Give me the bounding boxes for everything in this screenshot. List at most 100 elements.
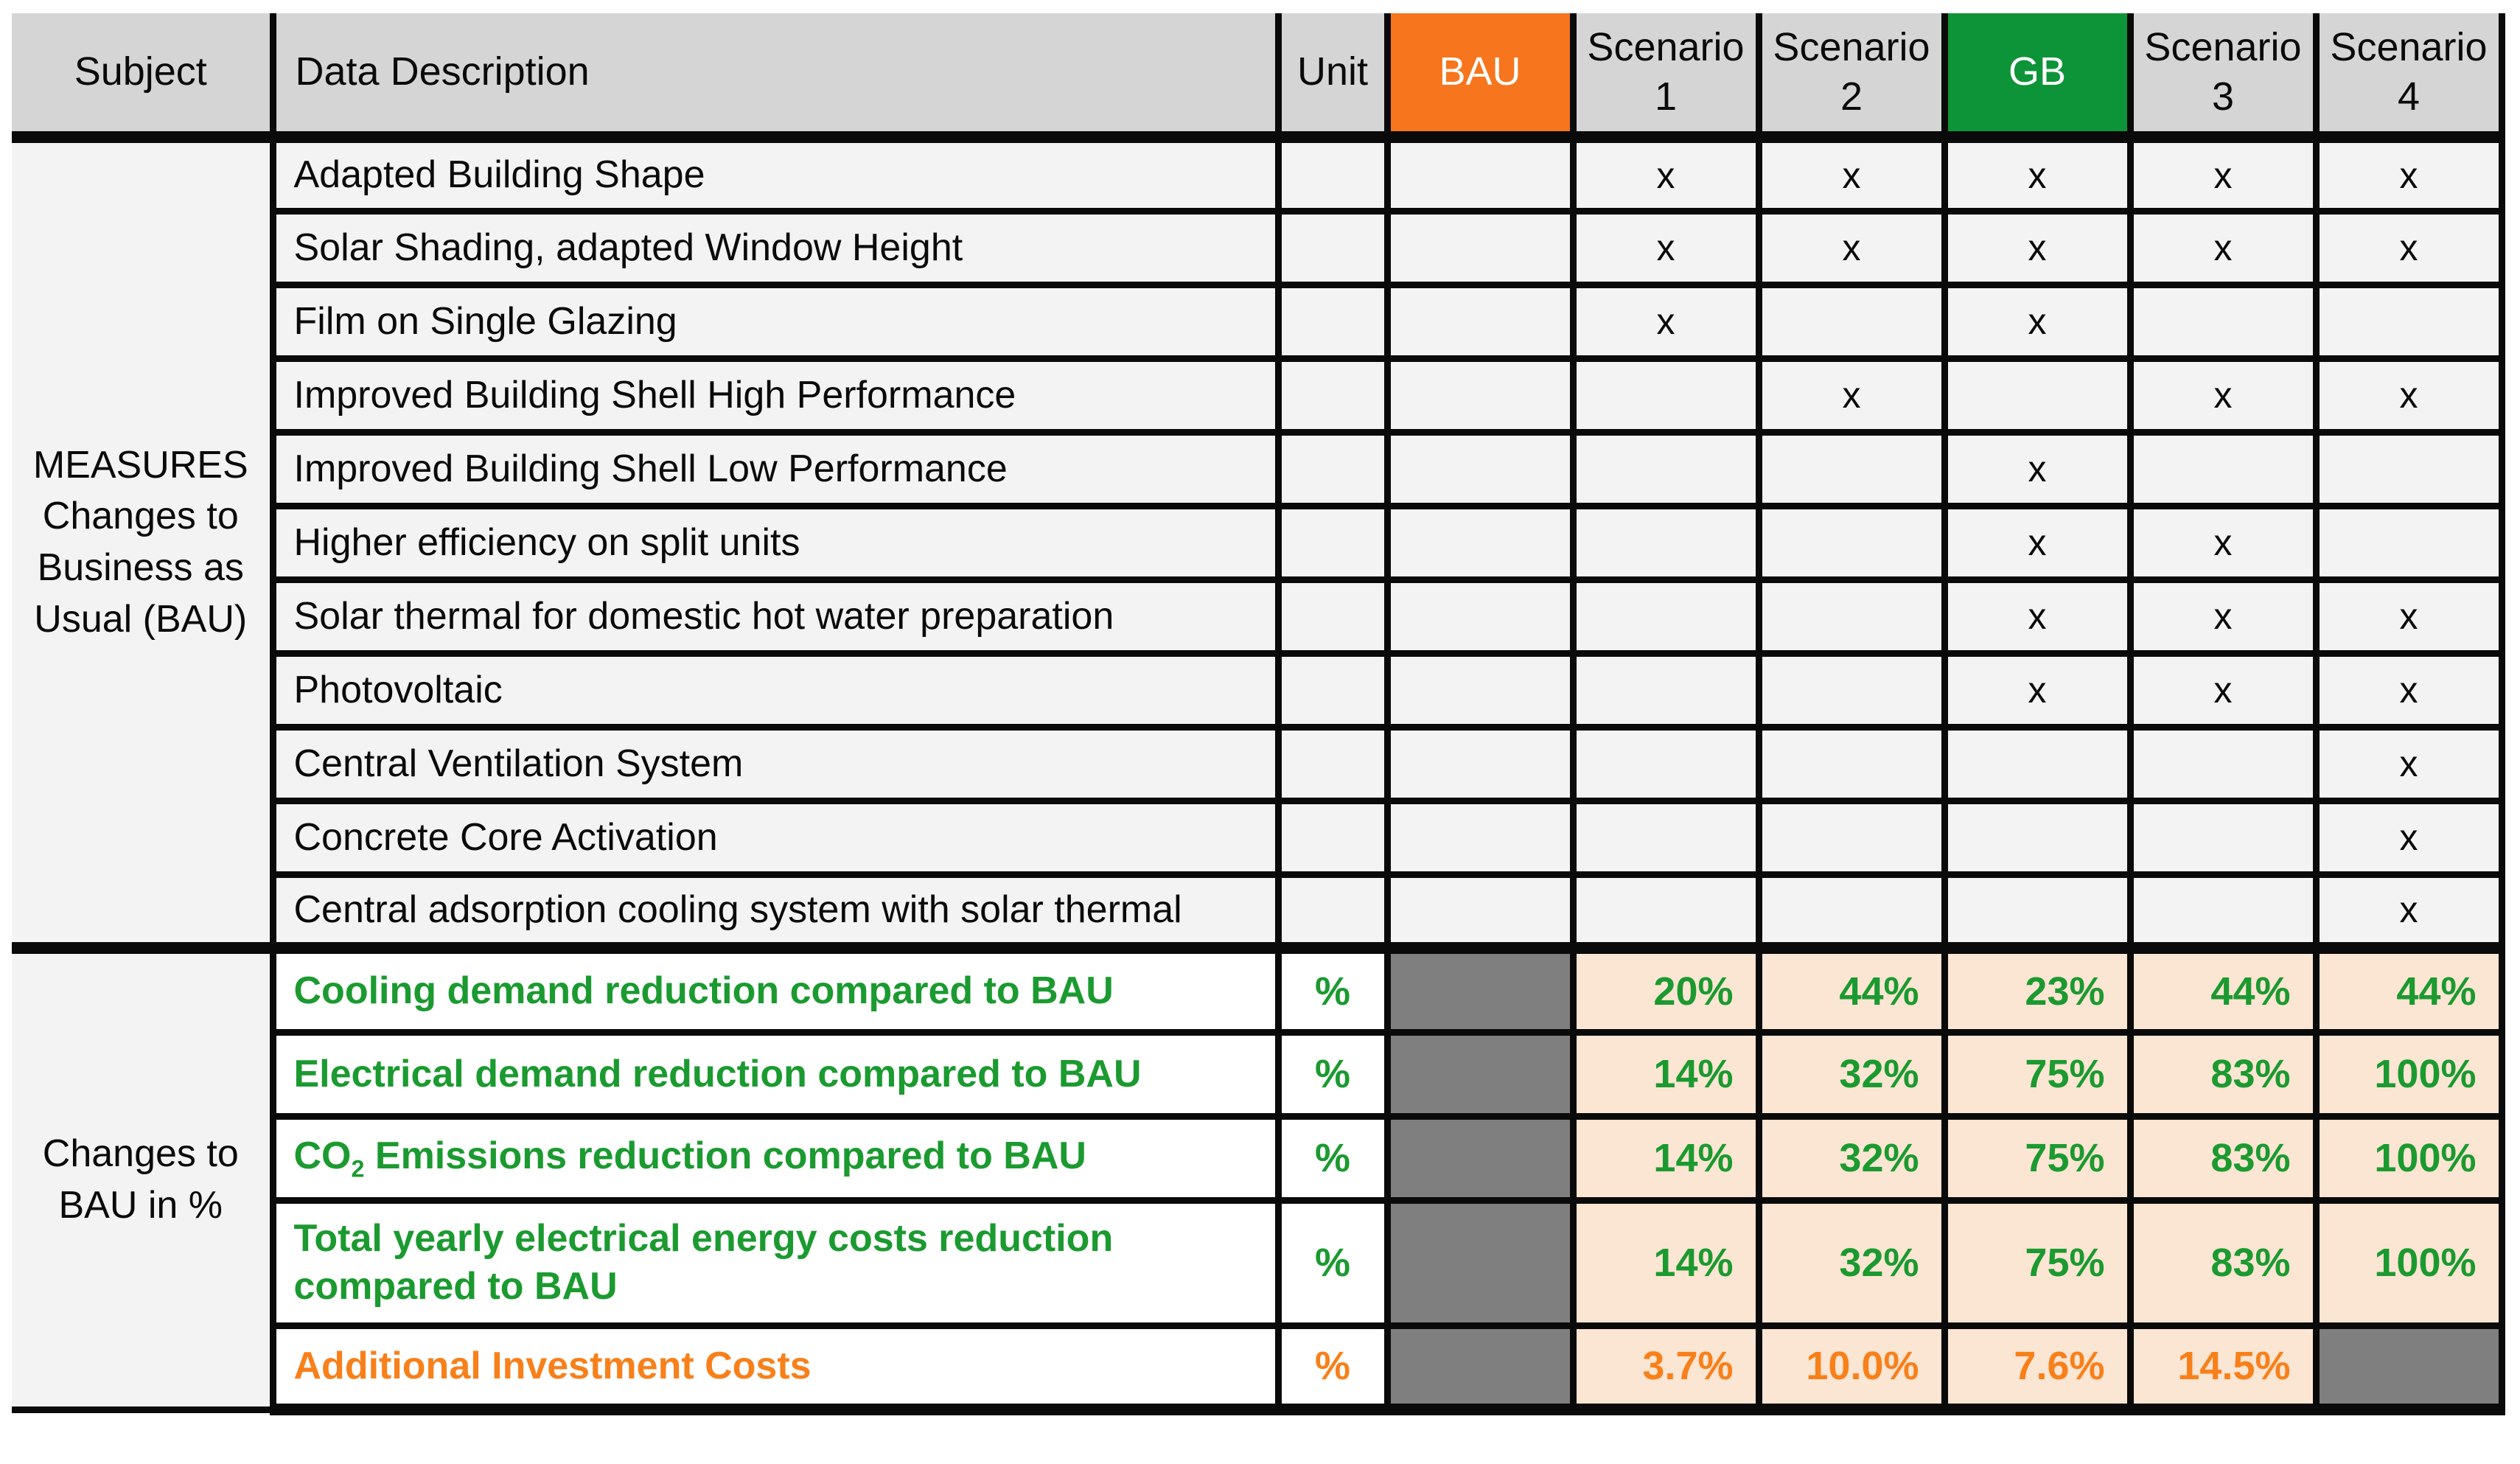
measure-row: Solar thermal for domestic hot water pre…: [12, 576, 2505, 657]
changes-row: Additional Investment Costs % 3.7% 10.0%…: [12, 1322, 2505, 1415]
mark-cell-scenario-4: [2312, 428, 2505, 509]
value-cell-scenario-3: 83%: [2126, 1028, 2320, 1120]
subject-line: BAU in %: [58, 1183, 223, 1227]
mark-cell-scenario-2: [1755, 797, 1948, 878]
header-cell-scenario-3: Scenario 3: [2126, 13, 2320, 143]
measure-row: Higher efficiency on split units x x: [12, 502, 2505, 583]
mark-cell-scenario-1: x: [1569, 133, 1762, 215]
blocked-bau-cell: [1383, 1112, 1577, 1204]
value-cell-scenario-4: 44%: [2312, 942, 2505, 1036]
measure-description: Higher efficiency on split units: [269, 502, 1282, 583]
value-cell-gb: 7.6%: [1941, 1322, 2134, 1415]
mark-cell-scenario-4: x: [2312, 207, 2505, 288]
subject-line: Changes to: [42, 1132, 239, 1176]
value-cell-gb: 75%: [1941, 1196, 2134, 1329]
mark-cell-bau: [1383, 797, 1577, 878]
measure-row: Improved Building Shell High Performance…: [12, 355, 2505, 436]
mark-cell-gb: [1941, 797, 2134, 878]
mark-cell-scenario-2: [1755, 649, 1948, 731]
co2-rest: Emissions reduction compared to BAU: [364, 1134, 1086, 1178]
changes-row: Changes to BAU in % Cooling demand reduc…: [12, 942, 2505, 1413]
mark-cell-scenario-1: [1569, 355, 1762, 436]
mark-cell-scenario-4: x: [2312, 797, 2505, 878]
changes-row: Total yearly electrical energy costs red…: [12, 1196, 2505, 1329]
mark-cell-gb: x: [1941, 207, 2134, 288]
measure-row: MEASURES Changes to Business as Usual (B…: [12, 133, 2505, 952]
measure-description: Improved Building Shell Low Performance: [269, 428, 1282, 509]
mark-cell-gb: x: [1941, 281, 2134, 362]
mark-cell-scenario-2: [1755, 502, 1948, 583]
changes-subject-cell: Changes to BAU in %: [12, 942, 276, 1413]
measure-unit-cell: [1274, 133, 1391, 215]
header-cell-scenario-2: Scenario 2: [1755, 13, 1948, 143]
changes-description: Electrical demand reduction compared to …: [269, 1028, 1282, 1120]
mark-cell-scenario-4: x: [2312, 576, 2505, 657]
header-cell-unit: Unit: [1274, 13, 1391, 143]
value-cell-scenario-1: 3.7%: [1569, 1322, 1762, 1415]
value-cell-scenario-3: 14.5%: [2126, 1322, 2320, 1415]
header-cell-bau: BAU: [1383, 13, 1577, 143]
measure-description: Solar Shading, adapted Window Height: [269, 207, 1282, 288]
mark-cell-scenario-4: x: [2312, 649, 2505, 731]
value-cell-scenario-1: 20%: [1569, 942, 1762, 1036]
mark-cell-scenario-1: [1569, 797, 1762, 878]
value-cell-scenario-2: 32%: [1755, 1196, 1948, 1329]
mark-cell-bau: [1383, 207, 1577, 288]
measure-description: Adapted Building Shape: [269, 133, 1282, 215]
measure-unit-cell: [1274, 428, 1391, 509]
blocked-scenario-4-cell: [2312, 1322, 2505, 1415]
measure-row: Central Ventilation System x: [12, 723, 2505, 804]
mark-cell-scenario-1: x: [1569, 281, 1762, 362]
measure-unit-cell: [1274, 281, 1391, 362]
measure-row: Improved Building Shell Low Performance …: [12, 428, 2505, 509]
mark-cell-scenario-2: [1755, 723, 1948, 804]
mark-cell-bau: [1383, 723, 1577, 804]
mark-cell-bau: [1383, 649, 1577, 731]
mark-cell-scenario-2: x: [1755, 207, 1948, 288]
value-cell-scenario-1: 14%: [1569, 1028, 1762, 1120]
measure-row: Concrete Core Activation x: [12, 797, 2505, 878]
value-cell-scenario-3: 44%: [2126, 942, 2320, 1036]
measure-description: Photovoltaic: [269, 649, 1282, 731]
mark-cell-scenario-1: [1569, 723, 1762, 804]
mark-cell-gb: [1941, 355, 2134, 436]
scenario-comparison-table: Subject Data Description Unit BAU Scenar…: [12, 13, 2505, 1415]
mark-cell-gb: x: [1941, 133, 2134, 215]
header-cell-gb: GB: [1941, 13, 2134, 143]
mark-cell-scenario-2: x: [1755, 133, 1948, 215]
value-cell-scenario-2: 44%: [1755, 942, 1948, 1036]
mark-cell-scenario-1: [1569, 576, 1762, 657]
subject-line: Usual (BAU): [34, 597, 248, 641]
mark-cell-gb: [1941, 871, 2134, 952]
changes-description: Cooling demand reduction compared to BAU: [269, 942, 1282, 1036]
mark-cell-bau: [1383, 281, 1577, 362]
changes-unit-cell: %: [1274, 942, 1391, 1036]
blocked-bau-cell: [1383, 1196, 1577, 1329]
changes-description: Additional Investment Costs: [269, 1322, 1282, 1415]
measure-description: Film on Single Glazing: [269, 281, 1282, 362]
measure-row: Central adsorption cooling system with s…: [12, 871, 2505, 952]
table-header-row: Subject Data Description Unit BAU Scenar…: [12, 13, 2505, 143]
changes-unit-cell: %: [1274, 1028, 1391, 1120]
mark-cell-scenario-1: [1569, 649, 1762, 731]
mark-cell-scenario-2: [1755, 281, 1948, 362]
header-cell-scenario-4: Scenario 4: [2312, 13, 2505, 143]
mark-cell-scenario-2: [1755, 428, 1948, 509]
measure-row: Photovoltaic x x x: [12, 649, 2505, 731]
measure-unit-cell: [1274, 355, 1391, 436]
mark-cell-scenario-1: [1569, 502, 1762, 583]
measure-description: Improved Building Shell High Performance: [269, 355, 1282, 436]
measure-description: Concrete Core Activation: [269, 797, 1282, 878]
changes-unit-cell: %: [1274, 1196, 1391, 1329]
blocked-bau-cell: [1383, 1028, 1577, 1120]
mark-cell-gb: x: [1941, 649, 2134, 731]
value-cell-scenario-3: 83%: [2126, 1112, 2320, 1204]
mark-cell-bau: [1383, 428, 1577, 509]
blocked-bau-cell: [1383, 1322, 1577, 1415]
measure-row: Solar Shading, adapted Window Height x x…: [12, 207, 2505, 288]
measure-description: Central adsorption cooling system with s…: [269, 871, 1282, 952]
subject-line: Changes to: [42, 495, 239, 538]
mark-cell-scenario-3: [2126, 797, 2320, 878]
mark-cell-scenario-1: [1569, 871, 1762, 952]
